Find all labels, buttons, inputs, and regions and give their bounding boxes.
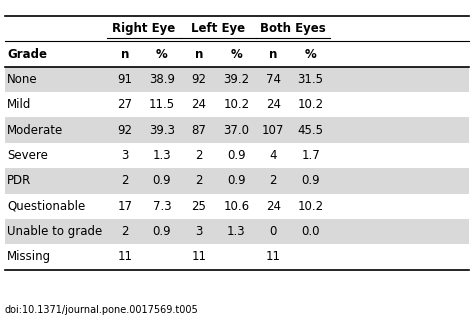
Text: Missing: Missing — [7, 250, 51, 264]
Text: 3: 3 — [121, 149, 128, 162]
Text: 37.0: 37.0 — [223, 124, 249, 137]
Text: 87: 87 — [191, 124, 207, 137]
Text: 39.2: 39.2 — [223, 73, 249, 86]
Text: 1.7: 1.7 — [301, 149, 320, 162]
Text: 25: 25 — [191, 200, 207, 213]
Text: 10.2: 10.2 — [298, 98, 324, 111]
Text: 0: 0 — [270, 225, 277, 238]
Text: Left Eye: Left Eye — [191, 22, 246, 35]
Text: 11: 11 — [117, 250, 132, 264]
Text: 92: 92 — [191, 73, 207, 86]
Text: 0.0: 0.0 — [301, 225, 320, 238]
Text: 31.5: 31.5 — [298, 73, 324, 86]
Text: 11: 11 — [191, 250, 207, 264]
Text: %: % — [305, 48, 317, 61]
Text: Questionable: Questionable — [7, 200, 85, 213]
Text: 45.5: 45.5 — [298, 124, 324, 137]
Text: 0.9: 0.9 — [227, 149, 246, 162]
Bar — [5, 168, 469, 194]
Text: 3: 3 — [195, 225, 203, 238]
Text: 0.9: 0.9 — [153, 225, 171, 238]
Text: 39.3: 39.3 — [149, 124, 175, 137]
Text: 0.9: 0.9 — [301, 174, 320, 187]
Text: 74: 74 — [266, 73, 281, 86]
Text: 7.3: 7.3 — [153, 200, 171, 213]
Bar — [5, 219, 469, 244]
Text: %: % — [156, 48, 168, 61]
Text: 2: 2 — [195, 174, 203, 187]
Text: Both Eyes: Both Eyes — [260, 22, 326, 35]
Text: 2: 2 — [121, 174, 128, 187]
Text: 2: 2 — [121, 225, 128, 238]
Text: 24: 24 — [266, 98, 281, 111]
Text: 0.9: 0.9 — [227, 174, 246, 187]
Bar — [5, 244, 469, 270]
Text: n: n — [195, 48, 203, 61]
Text: 1.3: 1.3 — [227, 225, 246, 238]
Text: 0.9: 0.9 — [153, 174, 171, 187]
Text: n: n — [120, 48, 129, 61]
Text: Severe: Severe — [7, 149, 48, 162]
Bar — [5, 41, 469, 67]
Text: doi:10.1371/journal.pone.0017569.t005: doi:10.1371/journal.pone.0017569.t005 — [5, 305, 199, 315]
Text: 92: 92 — [117, 124, 132, 137]
Text: 91: 91 — [117, 73, 132, 86]
Text: 24: 24 — [266, 200, 281, 213]
Bar — [5, 117, 469, 143]
Bar — [5, 16, 469, 41]
Bar — [5, 194, 469, 219]
Text: 10.2: 10.2 — [298, 200, 324, 213]
Text: 1.3: 1.3 — [153, 149, 171, 162]
Text: Mild: Mild — [7, 98, 31, 111]
Bar — [5, 92, 469, 117]
Text: Unable to grade: Unable to grade — [7, 225, 102, 238]
Text: 24: 24 — [191, 98, 207, 111]
Text: Grade: Grade — [7, 48, 47, 61]
Text: PDR: PDR — [7, 174, 31, 187]
Text: 27: 27 — [117, 98, 132, 111]
Text: 17: 17 — [117, 200, 132, 213]
Text: 11: 11 — [266, 250, 281, 264]
Text: n: n — [269, 48, 278, 61]
Text: 2: 2 — [270, 174, 277, 187]
Text: 10.6: 10.6 — [223, 200, 249, 213]
Text: 2: 2 — [195, 149, 203, 162]
Text: 107: 107 — [262, 124, 284, 137]
Bar — [5, 67, 469, 92]
Text: Moderate: Moderate — [7, 124, 64, 137]
Text: 38.9: 38.9 — [149, 73, 175, 86]
Text: %: % — [230, 48, 242, 61]
Text: 4: 4 — [270, 149, 277, 162]
Text: None: None — [7, 73, 38, 86]
Text: Right Eye: Right Eye — [112, 22, 176, 35]
Bar — [5, 143, 469, 168]
Text: 11.5: 11.5 — [149, 98, 175, 111]
Text: 10.2: 10.2 — [223, 98, 249, 111]
